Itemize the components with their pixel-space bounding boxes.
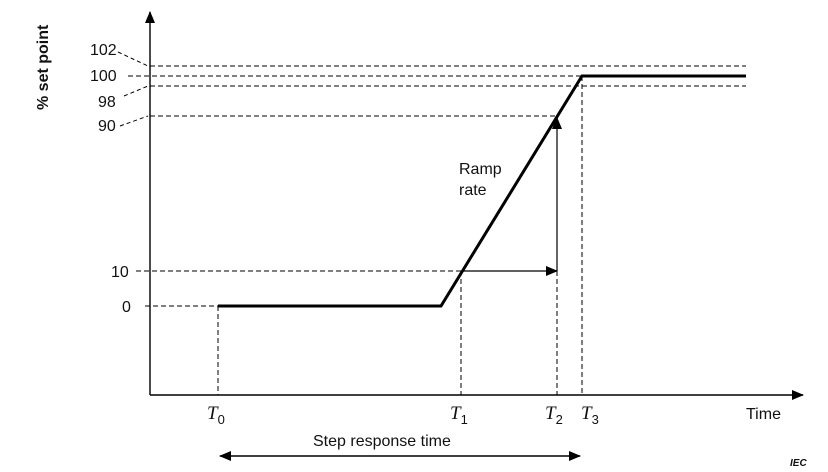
y-axis-label: % set point [35, 24, 52, 110]
time-label-t2: T2 [545, 403, 563, 427]
y-tick-90: 90 [98, 118, 116, 135]
ramp-label-line1: Ramp [459, 161, 502, 178]
iec-tag: IEC [790, 458, 807, 469]
leader-98 [123, 85, 149, 97]
step-response-label: Step response time [313, 433, 451, 450]
response-curve [218, 74, 746, 308]
y-tick-102: 102 [90, 42, 117, 59]
y-tick-98: 98 [98, 94, 116, 111]
leader-102 [117, 51, 149, 67]
y-tick-0: 0 [122, 299, 131, 316]
leader-90 [119, 115, 149, 127]
x-axis-label: Time [746, 406, 781, 423]
time-label-t1: T1 [450, 403, 468, 427]
time-label-t3: T3 [581, 403, 599, 427]
ramp-label-line2: rate [459, 182, 487, 199]
time-label-t0: T0 [207, 403, 225, 427]
y-tick-100: 100 [90, 68, 117, 85]
y-tick-10: 10 [111, 264, 129, 281]
